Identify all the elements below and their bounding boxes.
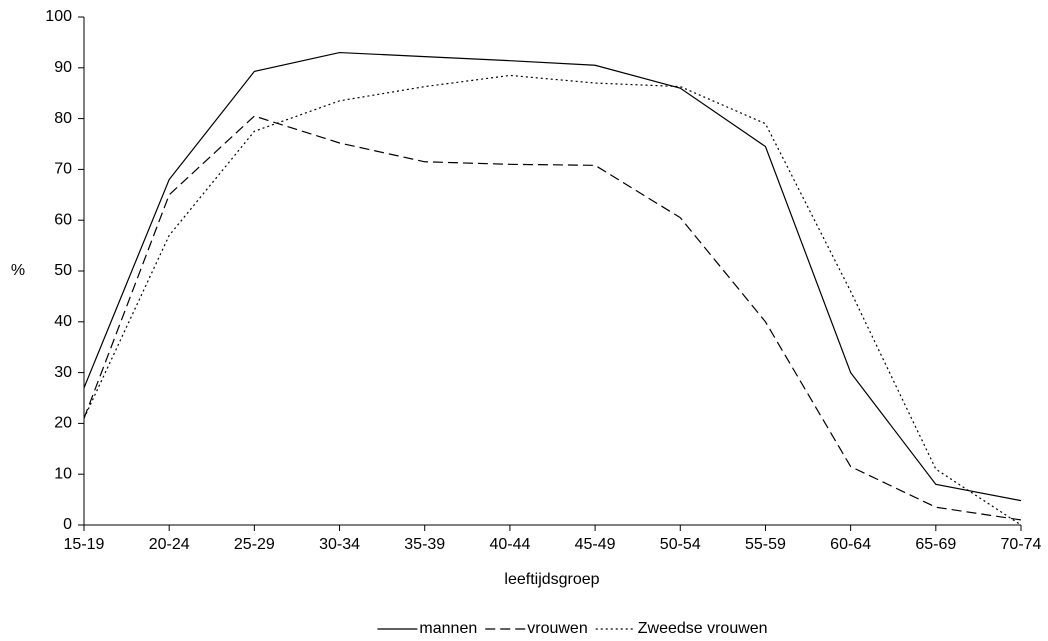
y-tick-label: 30	[54, 364, 72, 381]
series-line	[83, 115, 1022, 521]
x-tick-label: 40-44	[489, 536, 530, 553]
x-tick-label: 30-34	[319, 536, 360, 553]
y-tick-label: 60	[54, 211, 72, 228]
y-tick-label: 10	[54, 465, 72, 482]
y-tick-label: 90	[54, 59, 72, 76]
y-tick-label: 50	[54, 262, 72, 279]
x-tick-label: 60-64	[830, 536, 871, 553]
y-tick-label: 100	[45, 8, 72, 25]
x-tick-label: 50-54	[660, 536, 701, 553]
y-tick-label: 40	[54, 313, 72, 330]
x-tick-label: 70-74	[1001, 536, 1042, 553]
legend-label: vrouwen	[527, 620, 587, 637]
x-tick-label: 15-19	[64, 536, 105, 553]
y-tick-label: 80	[54, 110, 72, 127]
series-line	[83, 74, 1022, 526]
legend-label: Zweedse vrouwen	[638, 620, 768, 637]
series-line	[83, 51, 1022, 502]
y-tick-label: 70	[54, 161, 72, 178]
y-tick-label: 20	[54, 415, 72, 432]
y-tick-label: 0	[63, 516, 72, 533]
x-tick-label: 20-24	[149, 536, 190, 553]
legend-label: mannen	[419, 620, 477, 637]
x-tick-label: 55-59	[745, 536, 786, 553]
x-tick-label: 35-39	[404, 536, 445, 553]
x-tick-label: 25-29	[234, 536, 275, 553]
y-axis-label: %	[11, 262, 25, 279]
x-tick-label: 45-49	[575, 536, 616, 553]
x-axis-label: leeftijdsgroep	[504, 571, 599, 588]
x-tick-label: 65-69	[915, 536, 956, 553]
